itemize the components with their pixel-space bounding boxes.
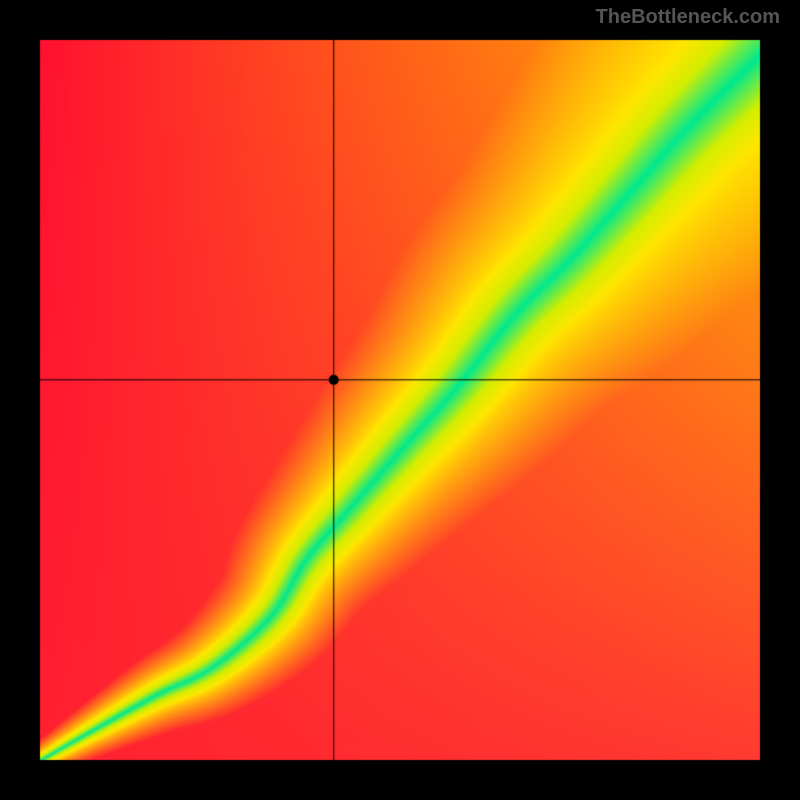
- heatmap-canvas: [0, 0, 800, 800]
- chart-container: TheBottleneck.com: [0, 0, 800, 800]
- attribution-text: TheBottleneck.com: [596, 6, 780, 29]
